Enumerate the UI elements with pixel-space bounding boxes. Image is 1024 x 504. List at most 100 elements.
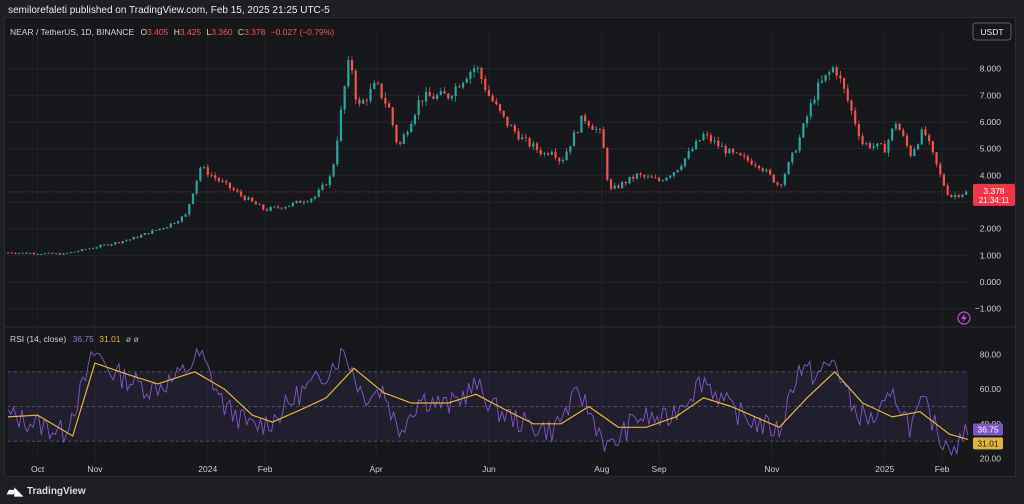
svg-text:RSI (14, close) 36.75: RSI (14, close) 36.75 31.01 ø ø bbox=[10, 334, 139, 344]
candle-body bbox=[143, 233, 146, 235]
candle-body bbox=[735, 152, 738, 154]
candle-body bbox=[254, 201, 257, 205]
last-price-badge bbox=[973, 183, 1015, 206]
candle-body bbox=[676, 169, 679, 173]
candle-body bbox=[32, 253, 35, 255]
candle-body bbox=[898, 124, 901, 131]
candle-body bbox=[288, 205, 291, 207]
countdown-label: 21:34:11 bbox=[979, 196, 1010, 205]
candle-body bbox=[177, 221, 180, 224]
candle-body bbox=[839, 75, 842, 79]
candle-body bbox=[14, 253, 17, 255]
candle-body bbox=[106, 244, 109, 246]
candle-body bbox=[535, 143, 539, 150]
candle-body bbox=[846, 88, 849, 101]
svg-text:NEAR / TetherUS, 1D, BINANCE: NEAR / TetherUS, 1D, BINANCE O3.405 H3.4… bbox=[10, 27, 334, 37]
currency-label: USDT bbox=[980, 27, 1003, 37]
candle-body bbox=[328, 176, 331, 185]
candle-body bbox=[521, 137, 524, 140]
candle-body bbox=[387, 103, 391, 108]
price-tick-label: 0.000 bbox=[980, 277, 1002, 287]
candle-body bbox=[221, 181, 224, 182]
candle-body bbox=[380, 83, 383, 98]
candle-body bbox=[480, 68, 483, 79]
candle-body bbox=[436, 94, 439, 99]
candle-body bbox=[17, 253, 21, 254]
candle-body bbox=[447, 93, 450, 99]
candle-body bbox=[820, 80, 823, 83]
rsi-pane[interactable] bbox=[7, 347, 969, 457]
candle-body bbox=[188, 203, 191, 215]
candle-body bbox=[91, 248, 95, 250]
candle-body bbox=[473, 68, 476, 72]
time-tick-label: Nov bbox=[87, 464, 103, 474]
candle-body bbox=[517, 131, 520, 140]
candle-body bbox=[713, 140, 716, 142]
candle-body bbox=[362, 100, 365, 104]
candle-body bbox=[132, 236, 135, 240]
candle-body bbox=[920, 129, 923, 145]
candle-body bbox=[317, 189, 320, 197]
price-tick-label: 7.000 bbox=[980, 90, 1002, 100]
candle-body bbox=[554, 151, 557, 158]
candle-body bbox=[591, 125, 594, 130]
candle-body bbox=[916, 144, 920, 150]
candle-body bbox=[95, 247, 98, 249]
candle-body bbox=[550, 151, 553, 155]
candle-body bbox=[502, 110, 505, 117]
candle-body bbox=[720, 146, 724, 147]
time-tick-label: Apr bbox=[369, 464, 382, 474]
time-tick-label: Nov bbox=[764, 464, 780, 474]
candle-body bbox=[683, 158, 687, 166]
rsi-last-badge bbox=[973, 423, 1003, 436]
candle-body bbox=[691, 149, 694, 152]
candle-body bbox=[598, 129, 602, 130]
candle-body bbox=[924, 129, 927, 136]
candle-body bbox=[487, 89, 491, 96]
candle-body bbox=[251, 197, 254, 202]
candle-body bbox=[624, 182, 627, 184]
candle-body bbox=[609, 179, 613, 189]
candle-body bbox=[739, 152, 742, 156]
candle-body bbox=[750, 160, 753, 165]
candle-body bbox=[865, 143, 868, 145]
currency-button[interactable]: USDT bbox=[972, 22, 1012, 41]
candle-body bbox=[547, 153, 550, 155]
candle-body bbox=[831, 67, 835, 73]
candle-body bbox=[569, 146, 572, 152]
candle-body bbox=[202, 167, 206, 169]
candle-body bbox=[29, 253, 32, 254]
candle-body bbox=[69, 252, 72, 254]
candle-body bbox=[391, 107, 394, 126]
candle-body bbox=[299, 200, 302, 203]
time-tick-label: Feb bbox=[258, 464, 273, 474]
time-tick-label: Jun bbox=[482, 464, 496, 474]
price-pane[interactable] bbox=[6, 56, 974, 255]
ohlc-open: 3.405 bbox=[147, 27, 169, 37]
candle-body bbox=[162, 228, 165, 230]
candle-body bbox=[965, 191, 968, 195]
candle-body bbox=[854, 110, 857, 124]
candle-body bbox=[824, 74, 827, 81]
candle-body bbox=[62, 253, 65, 255]
candle-body bbox=[128, 239, 132, 241]
candle-body bbox=[635, 173, 639, 179]
candle-body bbox=[876, 143, 879, 147]
price-tick-label: −1.000 bbox=[975, 304, 1002, 314]
candle-body bbox=[321, 184, 324, 190]
lightning-icon[interactable] bbox=[957, 311, 971, 325]
candle-body bbox=[602, 129, 605, 149]
candle-body bbox=[639, 173, 642, 175]
candle-body bbox=[543, 153, 546, 155]
candle-body bbox=[953, 195, 957, 197]
candle-body bbox=[343, 86, 346, 110]
candle-body bbox=[258, 204, 261, 206]
candle-body bbox=[169, 223, 172, 228]
candle-body bbox=[757, 165, 761, 169]
candle-body bbox=[572, 132, 576, 147]
candle-body bbox=[628, 176, 631, 184]
candle-body bbox=[928, 135, 931, 142]
candle-body bbox=[354, 70, 357, 100]
candle-body bbox=[654, 177, 657, 179]
